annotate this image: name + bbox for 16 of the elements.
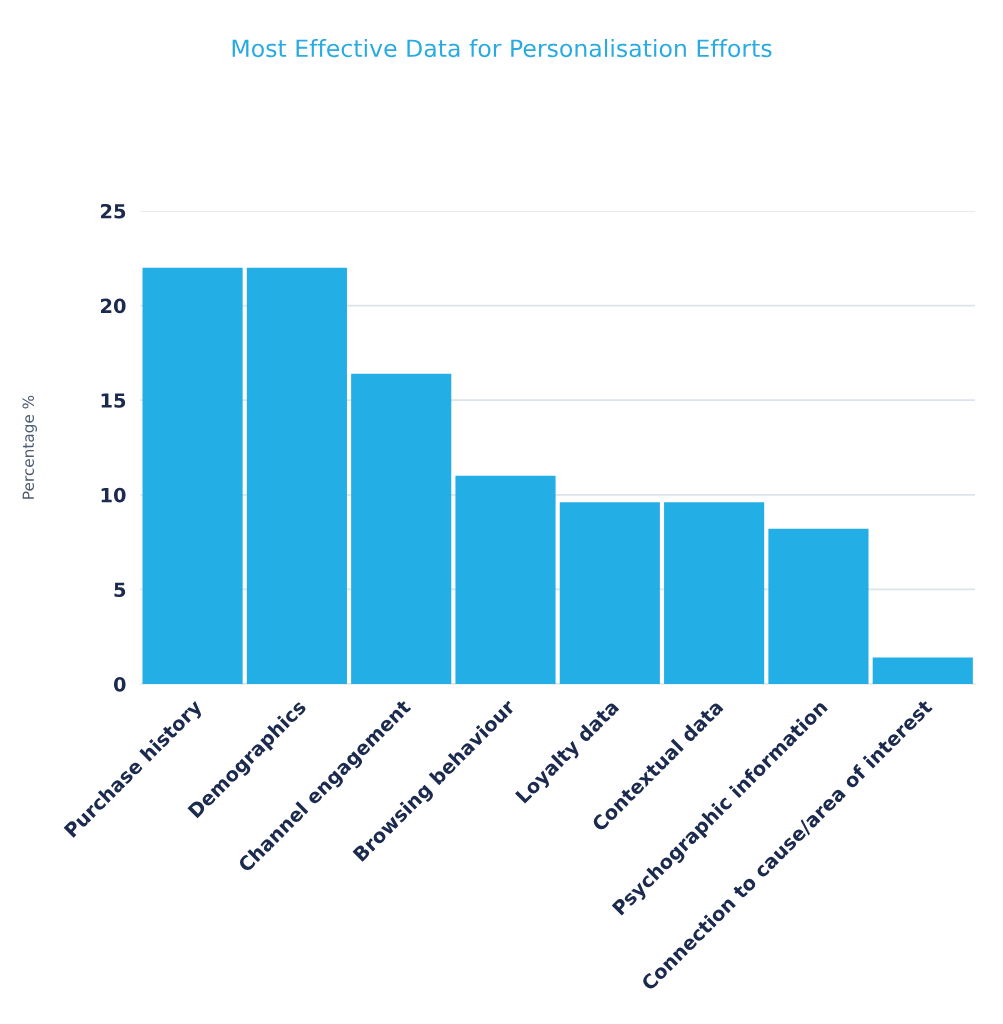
bar — [142, 267, 243, 685]
bar — [664, 502, 765, 685]
bar — [351, 373, 452, 685]
y-tick-label: 10 — [101, 487, 126, 503]
y-tick-label: 25 — [101, 203, 126, 219]
bar — [872, 657, 973, 685]
y-axis-title: Percentage % — [22, 395, 37, 499]
chart-title: Most Effective Data for Personalisation Efforts — [232, 38, 772, 58]
y-tick-label: 5 — [114, 582, 126, 598]
y-tick-label: 20 — [101, 298, 126, 314]
bar — [768, 528, 869, 685]
bar — [246, 267, 347, 685]
bar — [455, 475, 556, 685]
bar — [559, 502, 660, 685]
y-tick-label: 15 — [101, 393, 126, 408]
y-tick-label: 0 — [113, 676, 126, 692]
